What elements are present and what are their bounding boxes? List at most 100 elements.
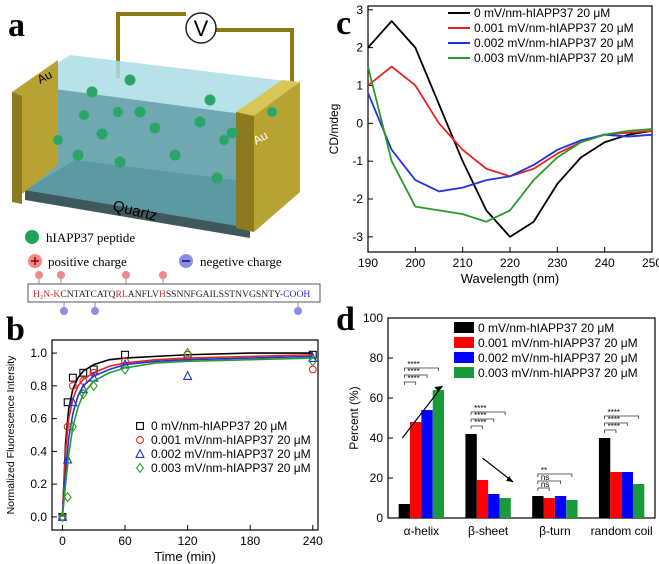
- legend-label: 0.002 mV/nm-hIAPP37 20 μM: [151, 447, 311, 461]
- significance-bracket: [537, 487, 550, 491]
- y-tick-label: 40: [370, 431, 384, 445]
- bar: [499, 498, 511, 518]
- bar: [476, 480, 489, 518]
- trend-arrow: [401, 385, 443, 439]
- legend-label: 0.003 mV/nm-hIAPP37 20 μM: [151, 461, 311, 475]
- y-tick-label: 100: [363, 311, 383, 325]
- legend-swatch: [454, 352, 474, 363]
- electrode: [254, 82, 300, 232]
- bar: [410, 422, 422, 518]
- legend-label: 0.002 mV/nm-hIAPP37 20 μM: [478, 351, 638, 365]
- significance-label: ****: [407, 360, 419, 369]
- significance-label: **: [541, 466, 547, 475]
- arrow-head: [434, 386, 443, 392]
- wire: [116, 12, 186, 78]
- electrode: [12, 60, 58, 202]
- bar: [566, 500, 578, 518]
- plus-sign: [31, 257, 39, 265]
- significance-bracket: [604, 415, 640, 419]
- y-tick-label: 0: [356, 116, 363, 130]
- marker: [183, 347, 192, 359]
- significance-bracket: [537, 480, 561, 484]
- significance-bracket: [403, 374, 428, 378]
- significance-label: ****: [474, 404, 486, 413]
- panel-label: b: [6, 311, 25, 348]
- y-tick-label: -3: [352, 230, 363, 244]
- charge-pins: [38, 278, 299, 308]
- y-axis-title: Normalized Fluorescence Intersity: [5, 355, 17, 514]
- marker: [79, 388, 88, 400]
- legend-marker: [135, 462, 145, 474]
- bar: [554, 496, 567, 518]
- marker: [63, 491, 72, 503]
- bar: [465, 434, 477, 518]
- voltmeter-label: V: [194, 16, 209, 41]
- sequence-part: COOH: [283, 289, 310, 300]
- marker: [79, 368, 88, 377]
- line: [367, 65, 653, 178]
- panel-label: a: [8, 7, 25, 44]
- y-tick-label: 3: [356, 3, 363, 17]
- significance-bracket: [470, 418, 495, 422]
- sequence-part: CNTATCATQ: [60, 289, 115, 300]
- significance-bracket: [403, 381, 417, 385]
- bar: [532, 496, 544, 518]
- x-axis-title: Wavelength (nm): [461, 271, 560, 286]
- marker: [78, 383, 89, 394]
- charge-icons: [35, 271, 302, 315]
- legend-marker: [135, 448, 145, 458]
- y-tick-label: -1: [352, 154, 363, 168]
- legend-marker: [136, 436, 144, 444]
- significance-bracket: [403, 367, 439, 371]
- x-tick-label: β-turn: [539, 524, 571, 538]
- fit-line: [61, 355, 313, 517]
- bar: [432, 390, 445, 518]
- x-tick-label: 190: [358, 256, 378, 270]
- y-tick-label: -2: [352, 192, 363, 206]
- y-tick-label: 0.2: [30, 477, 47, 491]
- electrode: [236, 80, 300, 116]
- significance-label: ****: [474, 418, 486, 427]
- significance-bracket: [470, 411, 506, 415]
- x-tick-label: 180: [240, 534, 260, 548]
- y-tick-label: 2: [356, 41, 363, 55]
- legend-marker: [136, 422, 144, 430]
- line: [367, 92, 653, 193]
- y-axis-title: Percent (%): [347, 386, 361, 449]
- legend-label: hIAPP37 peptide: [46, 230, 135, 245]
- x-tick-label: 0: [59, 534, 66, 548]
- marker: [68, 381, 77, 390]
- sequence-part: H₂N-K: [33, 289, 60, 300]
- bar: [488, 494, 500, 518]
- significance-label: ns: [541, 473, 549, 482]
- plot-frame: [51, 339, 319, 531]
- base-edge: [25, 190, 250, 238]
- y-tick-label: 60: [370, 391, 384, 405]
- x-tick-label: 210: [453, 256, 473, 270]
- bar: [632, 484, 645, 518]
- water-front: [25, 85, 250, 228]
- panel-a: a V Au Au Quartz hIAPP37 peptide positiv…: [8, 7, 321, 315]
- wire: [216, 28, 294, 95]
- significance-bracket: [604, 429, 617, 433]
- legend-label: negetive charge: [200, 254, 282, 269]
- y-tick-label: 1.0: [30, 346, 47, 360]
- electrode-label: Au: [35, 67, 55, 86]
- voltmeter: [185, 12, 217, 44]
- legend-label: 0 mV/nm-hIAPP37 20 μM: [474, 6, 610, 20]
- bar: [398, 504, 411, 518]
- line: [367, 66, 653, 223]
- significance-label: ****: [608, 408, 620, 417]
- bar: [598, 438, 611, 518]
- marker: [68, 373, 77, 382]
- sequence-part: H: [159, 289, 166, 300]
- significance-bracket: [470, 425, 483, 429]
- y-tick-label: 0.4: [30, 444, 47, 458]
- legend-swatch: [454, 337, 474, 348]
- x-tick-label: β-sheet: [468, 524, 509, 538]
- legend-label: 0.001 mV/nm-hIAPP37 20 μM: [151, 433, 311, 447]
- marker: [68, 421, 77, 433]
- significance-label: ****: [608, 415, 620, 424]
- x-tick-label: 120: [178, 534, 198, 548]
